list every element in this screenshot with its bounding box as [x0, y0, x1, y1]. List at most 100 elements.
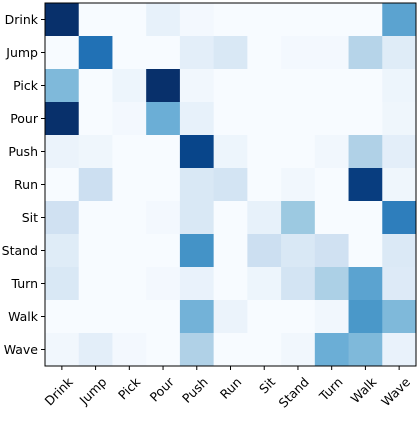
- heatmap-cell: [247, 234, 282, 268]
- x-tick-label: Wave: [378, 374, 413, 409]
- heatmap-cell: [213, 234, 248, 268]
- heatmap-cell: [179, 102, 215, 136]
- heatmap-cell: [348, 201, 383, 235]
- heatmap-cell: [314, 69, 350, 103]
- heatmap-cells: [45, 3, 417, 367]
- heatmap-cell: [112, 36, 147, 70]
- heatmap-cell: [45, 201, 80, 235]
- y-tick-label: Pour: [10, 111, 39, 126]
- heatmap-cell: [112, 69, 147, 103]
- heatmap-cell: [112, 234, 147, 268]
- heatmap-cell: [78, 234, 113, 268]
- y-tick-label: Wave: [4, 342, 39, 357]
- heatmap-cell: [112, 333, 147, 367]
- heatmap-cell: [382, 36, 417, 70]
- heatmap-cell: [112, 3, 147, 37]
- heatmap-cell: [281, 333, 316, 367]
- heatmap-cell: [78, 168, 113, 202]
- heatmap-cell: [146, 69, 181, 103]
- heatmap-cell: [382, 168, 417, 202]
- x-tick-label: Walk: [348, 374, 380, 406]
- heatmap-cell: [314, 36, 350, 70]
- heatmap-cell: [213, 168, 248, 202]
- heatmap-cell: [348, 69, 383, 103]
- heatmap-cell: [112, 135, 147, 169]
- heatmap-cell: [146, 300, 181, 334]
- heatmap-cell: [45, 3, 80, 37]
- heatmap-cell: [314, 333, 350, 367]
- heatmap-cell: [146, 267, 181, 301]
- heatmap-cell: [281, 36, 316, 70]
- heatmap-cell: [45, 135, 80, 169]
- heatmap-cell: [179, 234, 215, 268]
- y-tick-label: Run: [14, 177, 38, 192]
- heatmap-cell: [281, 135, 316, 169]
- x-tick-label: Pour: [147, 374, 178, 405]
- x-tick-label: Turn: [316, 374, 346, 404]
- heatmap-cell: [314, 3, 350, 37]
- heatmap-cell: [348, 168, 383, 202]
- heatmap-cell: [45, 168, 80, 202]
- x-tick-label: Push: [179, 374, 211, 406]
- heatmap-cell: [247, 69, 282, 103]
- heatmap-cell: [281, 102, 316, 136]
- heatmap-cell: [247, 168, 282, 202]
- heatmap-cell: [146, 201, 181, 235]
- x-tick-label: Stand: [276, 374, 312, 410]
- heatmap-cell: [45, 267, 80, 301]
- heatmap-cell: [45, 300, 80, 334]
- heatmap-cell: [112, 300, 147, 334]
- heatmap-cell: [179, 300, 215, 334]
- heatmap-cell: [179, 201, 215, 235]
- heatmap-cell: [281, 69, 316, 103]
- y-axis: Drink Jump Pick Pour Push Run Sit Stand Turn Walk…: [2, 12, 45, 357]
- heatmap-cell: [45, 36, 80, 70]
- heatmap-cell: [78, 267, 113, 301]
- heatmap-cell: [146, 168, 181, 202]
- heatmap-cell: [146, 135, 181, 169]
- heatmap-cell: [314, 300, 350, 334]
- heatmap-cell: [146, 102, 181, 136]
- heatmap-cell: [213, 102, 248, 136]
- heatmap-cell: [382, 69, 417, 103]
- heatmap-cell: [247, 201, 282, 235]
- heatmap-cell: [281, 300, 316, 334]
- heatmap-cell: [213, 300, 248, 334]
- heatmap-cell: [179, 3, 215, 37]
- heatmap-cell: [179, 168, 215, 202]
- heatmap-cell: [146, 36, 181, 70]
- heatmap-cell: [78, 300, 113, 334]
- x-tick-label: Run: [217, 374, 245, 402]
- heatmap-cell: [382, 135, 417, 169]
- heatmap-cell: [146, 333, 181, 367]
- heatmap-cell: [213, 333, 248, 367]
- heatmap-cell: [112, 102, 147, 136]
- heatmap-cell: [78, 135, 113, 169]
- heatmap-cell: [112, 267, 147, 301]
- heatmap-cell: [45, 69, 80, 103]
- y-tick-label: Sit: [22, 210, 38, 225]
- heatmap-cell: [348, 333, 383, 367]
- heatmap-cell: [382, 300, 417, 334]
- y-tick-label: Stand: [2, 243, 38, 258]
- heatmap-cell: [247, 36, 282, 70]
- y-tick-label: Push: [8, 144, 38, 159]
- y-tick-label: Walk: [8, 309, 39, 324]
- y-tick-label: Drink: [5, 12, 39, 27]
- x-tick-label: Jump: [76, 374, 110, 408]
- heatmap-cell: [348, 234, 383, 268]
- heatmap-cell: [45, 234, 80, 268]
- heatmap-cell: [179, 135, 215, 169]
- heatmap-cell: [78, 333, 113, 367]
- y-tick-label: Pick: [13, 78, 39, 93]
- heatmap-cell: [78, 36, 113, 70]
- x-tick-label: Pick: [115, 374, 144, 403]
- heatmap-cell: [348, 3, 383, 37]
- heatmap-cell: [314, 168, 350, 202]
- heatmap-cell: [213, 3, 248, 37]
- heatmap-cell: [146, 3, 181, 37]
- heatmap-cell: [382, 234, 417, 268]
- heatmap-cell: [281, 267, 316, 301]
- heatmap-cell: [112, 201, 147, 235]
